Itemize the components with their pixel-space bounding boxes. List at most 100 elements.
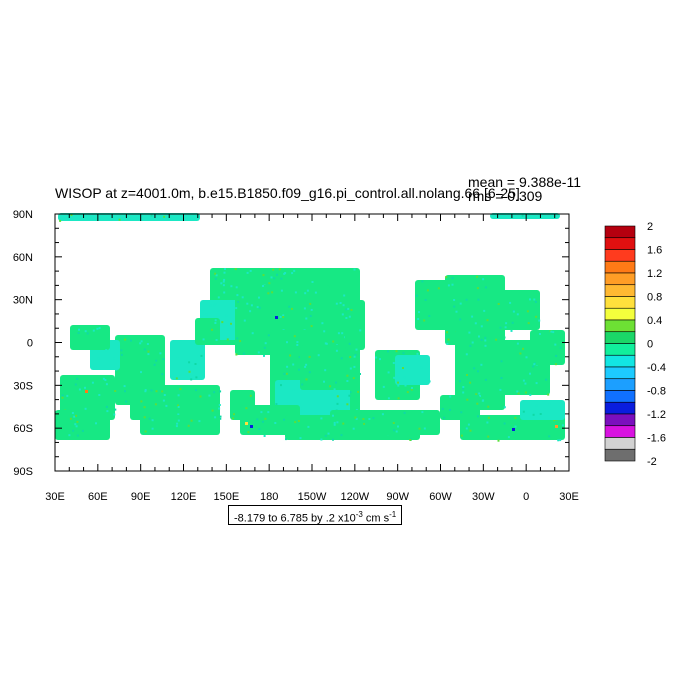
x-tick-label: 30E [45,491,65,503]
field-speckle [517,392,520,395]
field-speckle [557,439,560,442]
colorbar-box [604,401,636,415]
field-speckle [329,385,332,388]
field-speckle [554,363,557,366]
field-speckle [306,289,309,292]
field-speckle [275,403,278,406]
field-speckle [147,350,150,353]
x-tick-label: 150E [213,491,239,503]
colorbar-box [604,448,636,462]
field-speckle [484,378,487,381]
field-speckle [66,394,69,397]
field-speckle [554,343,557,346]
field-speckle [503,422,506,425]
field-speckle [175,425,178,428]
field-speckle [426,289,429,292]
field-speckle [140,215,143,218]
field-speckle [150,389,153,392]
field-speckle [298,368,300,371]
field-patch [330,410,440,435]
field-speckle [293,269,296,272]
colorbar-box [604,366,636,380]
x-tick-label: 150W [298,491,327,503]
field-speckle [61,396,64,399]
field-speckle [250,304,253,307]
field-speckle [202,338,205,341]
field-speckle [353,365,356,368]
field-speckle [61,394,64,397]
field-speckle [349,356,352,358]
field-speckle [395,430,398,433]
field-speckle [526,310,529,313]
field-speckle [283,418,285,421]
field-speckle [534,300,537,303]
field-speckle [144,389,147,392]
field-speckle [222,280,225,283]
field-speckle [219,417,222,420]
field-speckle [527,322,530,325]
field-speckle [242,352,245,355]
field-speckle [140,340,143,343]
field-speckle [309,302,312,305]
field-speckle [223,278,226,281]
field-speckle [476,275,479,278]
field-speckle [261,420,264,423]
y-tick-label: 0 [27,338,33,350]
field-speckle [285,438,287,441]
field-speckle [415,294,418,297]
field-speckle [92,329,95,332]
field-speckle [139,342,142,345]
field-patch [345,300,365,350]
field-speckle [258,306,261,309]
field-speckle [529,372,531,375]
field-speckle [78,388,81,391]
field-speckle [505,322,508,325]
field-speckle [282,314,285,317]
field-speckle [150,214,153,217]
colorbar-label: 0 [647,339,653,351]
field-speckle [239,340,242,343]
field-speckle [214,272,217,275]
units-exponent: -1 [389,510,397,519]
field-speckle [294,291,297,294]
field-speckle [98,394,101,396]
field-speckle [519,352,522,355]
field-speckle [285,372,288,375]
field-speckle [243,319,246,322]
field-speckle [217,296,220,299]
x-tick-label: 180 [260,491,278,503]
field-speckle [130,339,132,342]
field-speckle [484,286,487,289]
field-speckle [105,383,108,386]
field-speckle [453,305,456,308]
field-speckle [387,371,390,374]
field-speckle [423,427,426,430]
field-speckle [477,415,479,418]
field-speckle [529,393,532,396]
field-speckle [548,435,551,438]
field-speckle [362,418,365,420]
field-speckle [345,308,348,311]
field-speckle [441,407,444,410]
field-speckle [260,411,263,414]
field-speckle [225,314,228,317]
y-tick-label: 90N [13,209,33,221]
x-tick-label: 30E [559,491,579,503]
field-speckle [509,301,512,304]
field-speckle [258,296,260,299]
field-speckle [202,310,205,313]
x-tick-label: 60E [88,491,108,503]
field-speckle [421,280,424,283]
field-speckle [187,424,190,427]
field-speckle [308,355,311,358]
field-speckle [346,403,349,406]
field-speckle [84,386,86,389]
field-speckle [379,358,381,361]
y-tick-label: 90S [13,466,33,478]
field-speckle [208,394,211,397]
field-speckle [211,409,214,412]
field-speckle [352,377,355,380]
field-speckle [357,390,360,393]
field-speckle [372,417,375,420]
